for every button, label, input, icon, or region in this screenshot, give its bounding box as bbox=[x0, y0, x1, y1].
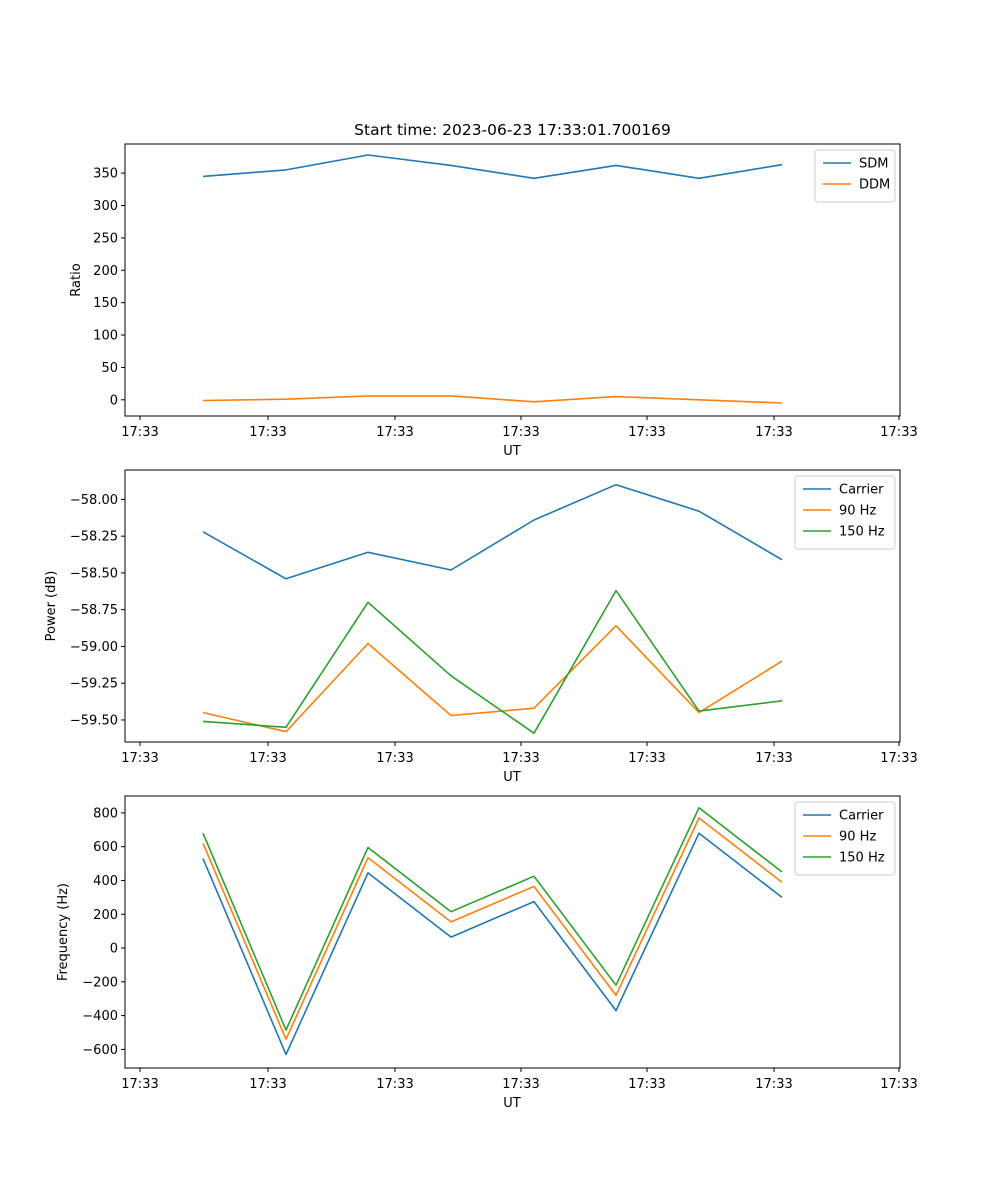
y-tick-label: −58.75 bbox=[70, 603, 118, 618]
legend-label: DDM bbox=[859, 178, 890, 193]
y-tick-label: 0 bbox=[110, 393, 118, 408]
y-tick-label: −58.50 bbox=[70, 566, 118, 581]
series-line-carrier bbox=[202, 832, 783, 1056]
y-tick-label: 0 bbox=[110, 942, 118, 957]
x-tick-label: 17:33 bbox=[755, 751, 792, 766]
legend-label: Carrier bbox=[839, 809, 884, 824]
y-tick-label: −58.00 bbox=[70, 493, 118, 508]
series-line-90-hz bbox=[202, 624, 783, 733]
y-axis-label: Power (dB) bbox=[44, 571, 59, 642]
y-tick-label: −600 bbox=[82, 1043, 118, 1058]
x-tick-label: 17:33 bbox=[249, 751, 286, 766]
x-tick-label: 17:33 bbox=[755, 425, 792, 440]
y-tick-label: 200 bbox=[93, 908, 118, 923]
series-line-carrier bbox=[202, 483, 783, 580]
x-tick-label: 17:33 bbox=[628, 751, 665, 766]
legend-label: SDM bbox=[859, 157, 888, 172]
y-tick-label: 400 bbox=[93, 874, 118, 889]
x-tick-label: 17:33 bbox=[502, 1077, 539, 1092]
x-tick-label: 17:33 bbox=[502, 425, 539, 440]
series-line-150-hz bbox=[202, 806, 783, 1031]
chart-panel-3: −600 −400 −200 0 200 400 600 800 17:33 17:33 17:33… bbox=[56, 795, 918, 1111]
y-tick-label: −59.00 bbox=[70, 640, 118, 655]
y-tick-label: 200 bbox=[93, 264, 118, 279]
legend-label: 90 Hz bbox=[839, 830, 876, 845]
x-tick-label: 17:33 bbox=[121, 1077, 158, 1092]
chart-panels: 0 50 100 150 200 250 300 350 17:33 17:33 17:33 17:3… bbox=[44, 143, 918, 1111]
x-tick-label: 17:33 bbox=[880, 425, 917, 440]
x-tick-label: 17:33 bbox=[628, 425, 665, 440]
y-tick-label: 300 bbox=[93, 199, 118, 214]
legend-label: 150 Hz bbox=[839, 851, 885, 866]
y-tick-label: −400 bbox=[82, 1009, 118, 1024]
x-tick-label: 17:33 bbox=[376, 751, 413, 766]
legend-label: 150 Hz bbox=[839, 525, 885, 540]
y-tick-label: 100 bbox=[93, 329, 118, 344]
series-line-150-hz bbox=[202, 589, 783, 735]
y-tick-label: −59.25 bbox=[70, 677, 118, 692]
y-tick-label: −58.25 bbox=[70, 530, 118, 545]
y-tick-label: 250 bbox=[93, 231, 118, 246]
x-axis-label: UT bbox=[503, 444, 521, 459]
series-line-sdm bbox=[202, 154, 783, 180]
y-axis-label: Frequency (Hz) bbox=[56, 883, 71, 981]
x-tick-label: 17:33 bbox=[121, 751, 158, 766]
x-tick-label: 17:33 bbox=[628, 1077, 665, 1092]
x-axis-label: UT bbox=[503, 1096, 521, 1111]
y-tick-label: 350 bbox=[93, 167, 118, 182]
y-tick-label: −59.50 bbox=[70, 713, 118, 728]
axes-frame bbox=[124, 795, 901, 1069]
x-tick-label: 17:33 bbox=[376, 425, 413, 440]
y-tick-label: 800 bbox=[93, 806, 118, 821]
legend-label: 90 Hz bbox=[839, 504, 876, 519]
y-axis-label: Ratio bbox=[69, 263, 84, 296]
chart-title: Start time: 2023-06-23 17:33:01.700169 bbox=[354, 121, 671, 139]
y-tick-label: 150 bbox=[93, 296, 118, 311]
legend-label: Carrier bbox=[839, 483, 884, 498]
x-tick-label: 17:33 bbox=[121, 425, 158, 440]
axes-frame bbox=[124, 143, 901, 417]
chart-panel-2: −59.50 −59.25 −59.00 −58.75 −58.50 −58.25 −58.… bbox=[44, 469, 918, 785]
series-line-ddm bbox=[202, 395, 783, 404]
y-tick-label: 600 bbox=[93, 840, 118, 855]
y-tick-label: −200 bbox=[82, 975, 118, 990]
x-tick-label: 17:33 bbox=[249, 1077, 286, 1092]
y-tick-label: 50 bbox=[101, 361, 118, 376]
x-axis-label: UT bbox=[503, 770, 521, 785]
series-line-90-hz bbox=[202, 817, 783, 1041]
chart-panel-1: 0 50 100 150 200 250 300 350 17:33 17:33 17:33 17:3… bbox=[69, 143, 918, 459]
x-tick-label: 17:33 bbox=[502, 751, 539, 766]
x-tick-label: 17:33 bbox=[880, 1077, 917, 1092]
x-tick-label: 17:33 bbox=[880, 751, 917, 766]
x-tick-label: 17:33 bbox=[755, 1077, 792, 1092]
x-tick-label: 17:33 bbox=[249, 425, 286, 440]
x-tick-label: 17:33 bbox=[376, 1077, 413, 1092]
axes-frame bbox=[124, 469, 901, 743]
